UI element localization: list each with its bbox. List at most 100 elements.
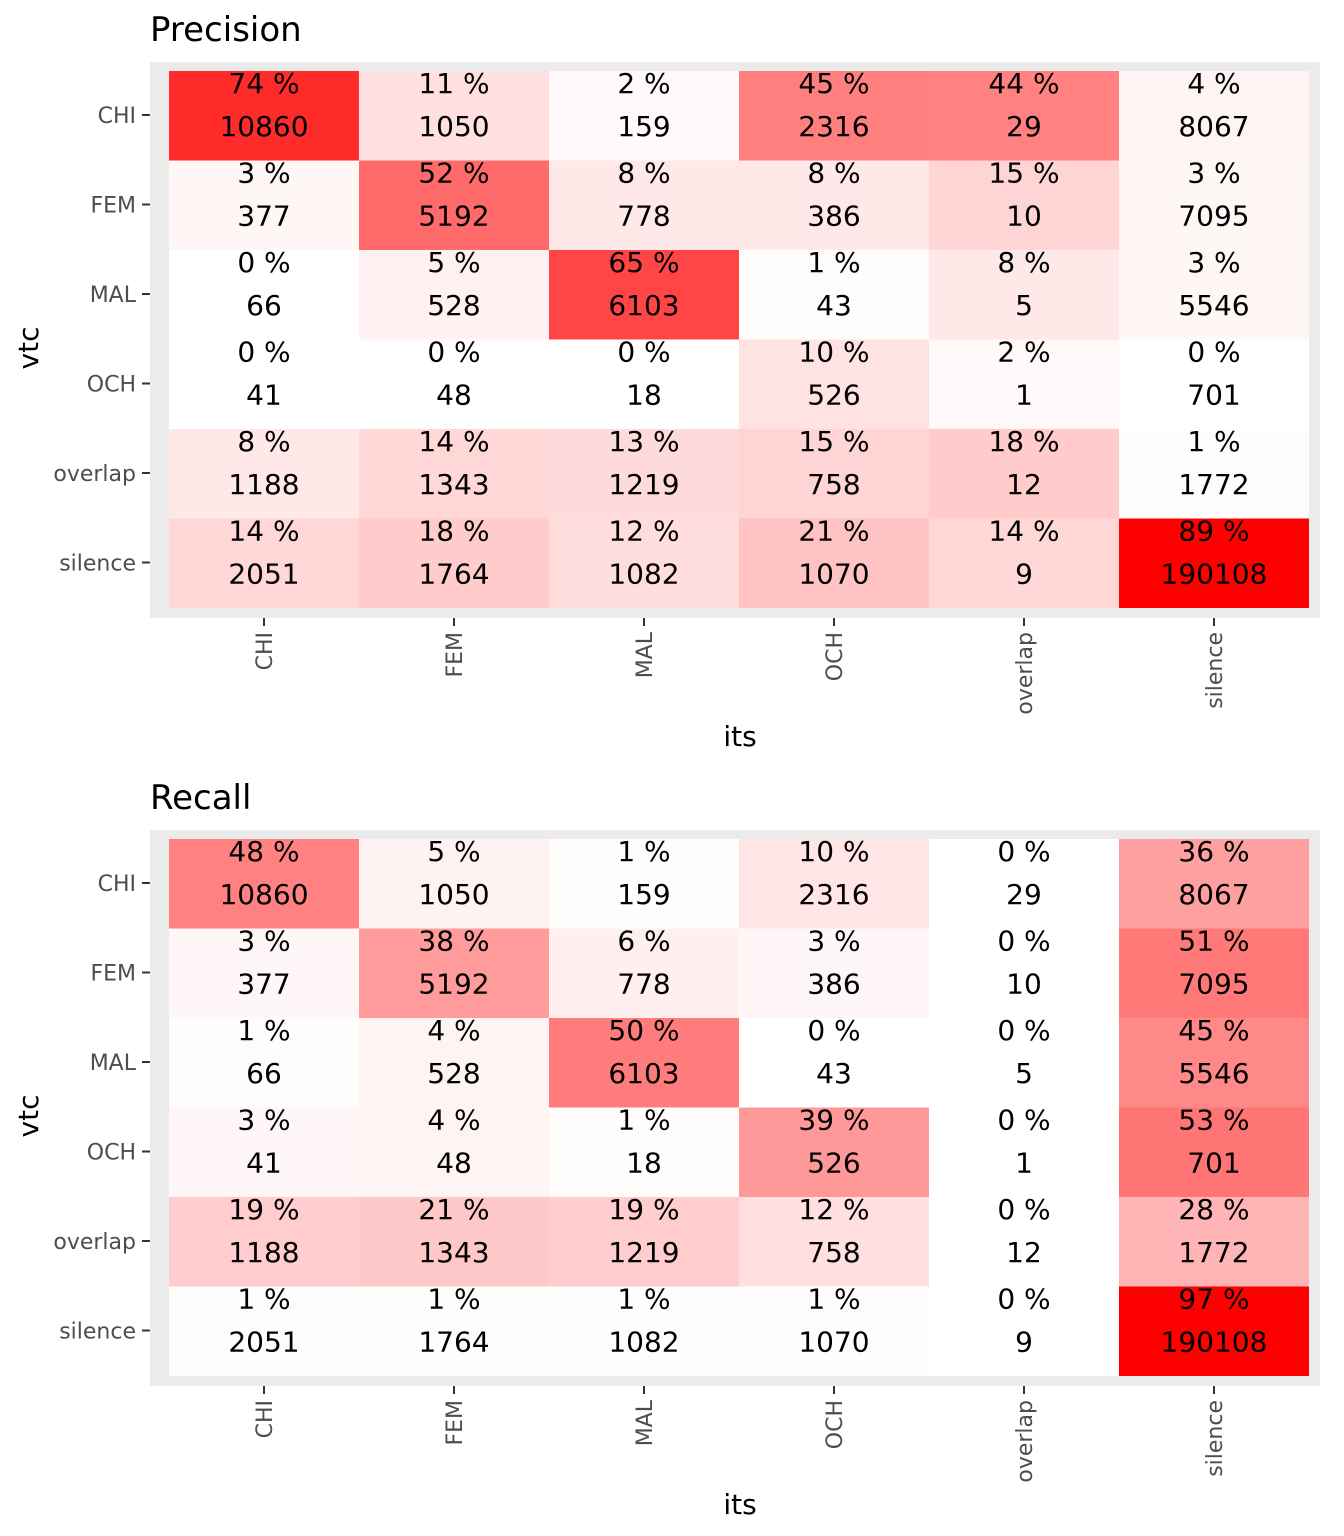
precision-cell-count-label: 159 bbox=[617, 110, 670, 143]
precision-x-tick-label: MAL bbox=[633, 631, 658, 678]
precision-cell-count-label: 758 bbox=[807, 468, 860, 501]
recall-cell-count-label: 9 bbox=[1015, 1326, 1033, 1359]
recall-cell-percent-label: 0 % bbox=[997, 1283, 1050, 1316]
recall-cell-percent-label: 53 % bbox=[1178, 1104, 1249, 1137]
precision-cell-count-label: 377 bbox=[237, 200, 290, 233]
recall-cell bbox=[929, 1018, 1119, 1108]
precision-cell-count-label: 66 bbox=[246, 289, 282, 322]
precision-cell-count-label: 1343 bbox=[418, 468, 489, 501]
precision-cell bbox=[549, 339, 739, 429]
precision-cell-percent-label: 13 % bbox=[608, 425, 679, 458]
recall-x-tick-label: CHI bbox=[253, 1400, 278, 1438]
recall-cell-count-label: 5192 bbox=[418, 968, 489, 1001]
recall-cell bbox=[739, 839, 929, 929]
recall-cell-count-label: 526 bbox=[807, 1147, 860, 1180]
recall-cell-count-label: 1050 bbox=[418, 878, 489, 911]
precision-cell bbox=[359, 160, 549, 250]
recall-cell bbox=[929, 1197, 1119, 1287]
precision-cell-count-label: 1188 bbox=[228, 468, 299, 501]
recall-x-tick-label: silence bbox=[1203, 1400, 1228, 1477]
recall-cell-count-label: 48 bbox=[436, 1147, 472, 1180]
recall-cell bbox=[739, 1107, 929, 1197]
recall-cell bbox=[1119, 1286, 1309, 1376]
recall-cell-percent-label: 38 % bbox=[418, 925, 489, 958]
recall-cell-count-label: 1764 bbox=[418, 1326, 489, 1359]
precision-cell bbox=[929, 518, 1119, 608]
precision-cell bbox=[1119, 518, 1309, 608]
precision-cell-count-label: 1050 bbox=[418, 110, 489, 143]
recall-cell bbox=[739, 1197, 929, 1287]
precision-cell-percent-label: 74 % bbox=[228, 67, 299, 100]
precision-cell-count-label: 8067 bbox=[1178, 110, 1249, 143]
recall-cell-percent-label: 1 % bbox=[617, 835, 670, 868]
recall-cell-count-label: 758 bbox=[807, 1236, 860, 1269]
precision-cell-percent-label: 0 % bbox=[237, 246, 290, 279]
recall-cell-count-label: 377 bbox=[237, 968, 290, 1001]
precision-cell-percent-label: 3 % bbox=[1187, 246, 1240, 279]
precision-cell-count-label: 1082 bbox=[608, 558, 679, 591]
recall-cell-percent-label: 3 % bbox=[807, 925, 860, 958]
precision-cell bbox=[929, 160, 1119, 250]
precision-cell-percent-label: 14 % bbox=[988, 515, 1059, 548]
precision-cell-percent-label: 52 % bbox=[418, 157, 489, 190]
recall-cell bbox=[1119, 1018, 1309, 1108]
recall-cell-percent-label: 1 % bbox=[237, 1283, 290, 1316]
recall-y-tick-label: overlap bbox=[53, 1230, 136, 1255]
recall-cell bbox=[929, 1107, 1119, 1197]
recall-y-tick-label: silence bbox=[59, 1320, 136, 1345]
recall-y-tick-label: CHI bbox=[98, 872, 136, 897]
recall-cell-count-label: 1070 bbox=[798, 1326, 869, 1359]
recall-y-tick-label: MAL bbox=[90, 1051, 137, 1076]
precision-x-axis-title: its bbox=[723, 720, 756, 753]
recall-cell-percent-label: 1 % bbox=[427, 1283, 480, 1316]
recall-cell-percent-label: 6 % bbox=[617, 925, 670, 958]
precision-cell-percent-label: 0 % bbox=[237, 336, 290, 369]
precision-cell-count-label: 12 bbox=[1006, 468, 1042, 501]
precision-cell-count-label: 528 bbox=[427, 289, 480, 322]
precision-cell bbox=[549, 429, 739, 519]
precision-cell bbox=[739, 429, 929, 519]
recall-cell bbox=[359, 1018, 549, 1108]
recall-cell-count-label: 10 bbox=[1006, 968, 1042, 1001]
recall-cell-count-label: 5 bbox=[1015, 1057, 1033, 1090]
precision-cell-percent-label: 10 % bbox=[798, 336, 869, 369]
precision-cell-percent-label: 18 % bbox=[418, 515, 489, 548]
precision-cell bbox=[169, 429, 359, 519]
recall-cell-percent-label: 3 % bbox=[237, 1104, 290, 1137]
precision-cell-count-label: 7095 bbox=[1178, 200, 1249, 233]
precision-cell bbox=[1119, 160, 1309, 250]
recall-cell-count-label: 701 bbox=[1187, 1147, 1240, 1180]
precision-cell bbox=[359, 71, 549, 161]
recall-cell bbox=[169, 1197, 359, 1287]
recall-cell-count-label: 66 bbox=[246, 1057, 282, 1090]
recall-cell bbox=[359, 839, 549, 929]
precision-cell-count-label: 526 bbox=[807, 379, 860, 412]
precision-cell-percent-label: 8 % bbox=[617, 157, 670, 190]
precision-cell-count-label: 1772 bbox=[1178, 468, 1249, 501]
recall-y-axis-title: vtc bbox=[12, 1095, 45, 1138]
precision-cell-count-label: 2316 bbox=[798, 110, 869, 143]
recall-cell-count-label: 1082 bbox=[608, 1326, 679, 1359]
precision-cell-count-label: 386 bbox=[807, 200, 860, 233]
recall-cell-percent-label: 1 % bbox=[617, 1283, 670, 1316]
precision-cell-percent-label: 2 % bbox=[617, 67, 670, 100]
recall-cell bbox=[169, 839, 359, 929]
precision-cell-count-label: 41 bbox=[246, 379, 282, 412]
recall-cell bbox=[169, 1018, 359, 1108]
recall-cell bbox=[739, 1018, 929, 1108]
recall-cell bbox=[549, 928, 739, 1018]
recall-cell-count-label: 41 bbox=[246, 1147, 282, 1180]
recall-cell-count-label: 528 bbox=[427, 1057, 480, 1090]
recall-cell-percent-label: 1 % bbox=[237, 1014, 290, 1047]
precision-x-tick-label: overlap bbox=[1013, 632, 1038, 715]
recall-cell bbox=[929, 1286, 1119, 1376]
precision-cell-count-label: 43 bbox=[816, 289, 852, 322]
precision-cell-count-label: 10 bbox=[1006, 200, 1042, 233]
precision-cell bbox=[169, 518, 359, 608]
recall-cell-percent-label: 50 % bbox=[608, 1014, 679, 1047]
recall-cell-count-label: 8067 bbox=[1178, 878, 1249, 911]
precision-x-tick-label: CHI bbox=[253, 632, 278, 670]
recall-cell-count-label: 6103 bbox=[608, 1057, 679, 1090]
